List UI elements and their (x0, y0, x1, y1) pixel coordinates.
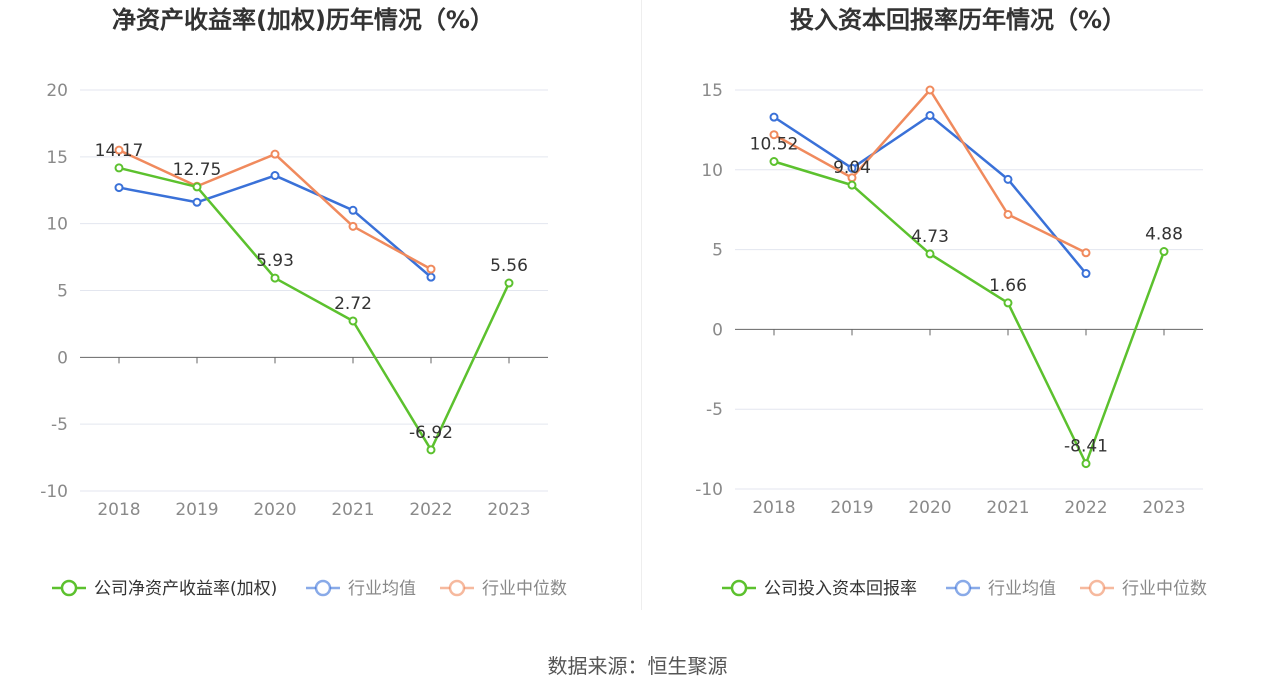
y-tick-label: 20 (46, 81, 68, 101)
data-point (504, 278, 514, 288)
x-tick-label: 2019 (175, 500, 218, 520)
legend-marker (1088, 579, 1106, 597)
data-point (1003, 209, 1013, 219)
data-point (114, 145, 124, 155)
data-point (114, 183, 124, 193)
chart-title: 净资产收益率(加权)历年情况（%） (112, 6, 494, 34)
data-label: 14.17 (95, 141, 144, 161)
roic-chart: 投入资本回报率历年情况（%） 15 10 5 0 -5 -10 2018 2019 2020 202… (695, 6, 1207, 599)
legend-marker (448, 579, 466, 597)
data-point (925, 85, 935, 95)
data-label: -6.92 (409, 423, 453, 443)
panel-divider (641, 0, 642, 610)
data-point (426, 272, 436, 282)
legend-marker (730, 579, 748, 597)
y-tick-label: 15 (46, 148, 68, 168)
data-point (270, 273, 280, 283)
x-tick-label: 2022 (409, 500, 452, 520)
legend-label: 公司净资产收益率(加权) (94, 579, 277, 599)
data-point (1003, 174, 1013, 184)
legend-marker (60, 579, 78, 597)
legend-label: 行业均值 (348, 579, 416, 599)
data-label: 2.72 (334, 294, 372, 314)
x-tick-label: 2019 (830, 498, 873, 518)
x-tick-label: 2023 (1142, 498, 1185, 518)
legend-item: 公司净资产收益率(加权) (52, 579, 277, 599)
x-tick-label: 2018 (97, 500, 140, 520)
y-tick-label: 0 (712, 320, 723, 340)
data-point (925, 249, 935, 259)
data-point (192, 197, 202, 207)
legend-label: 行业均值 (988, 579, 1056, 599)
legend-item: 行业均值 (946, 579, 1056, 599)
data-point (925, 111, 935, 121)
data-point (426, 264, 436, 274)
data-point (348, 205, 358, 215)
y-tick-label: 0 (57, 348, 68, 368)
data-label: 9.04 (833, 158, 871, 178)
y-tick-label: -10 (695, 480, 723, 500)
data-point (769, 130, 779, 140)
data-label: 12.75 (173, 160, 222, 180)
data-point (1081, 269, 1091, 279)
y-tick-label: 15 (701, 81, 723, 101)
x-tick-label: 2020 (253, 500, 296, 520)
x-tick-label: 2021 (331, 500, 374, 520)
series-line (773, 160, 1166, 465)
legend-label: 行业中位数 (1122, 579, 1207, 599)
data-point (192, 182, 202, 192)
data-label: 5.93 (256, 251, 294, 271)
data-label: 5.56 (490, 256, 528, 276)
x-tick-label: 2022 (1064, 498, 1107, 518)
data-point (1003, 298, 1013, 308)
data-point (1081, 459, 1091, 469)
y-tick-label: 5 (712, 241, 723, 261)
roe-chart: 净资产收益率(加权)历年情况（%） 20 15 10 5 0 -5 -10 2018 2019 20… (40, 6, 567, 599)
data-source-note: 数据来源：恒生聚源 (547, 654, 728, 678)
data-point (270, 149, 280, 159)
data-point (348, 221, 358, 231)
data-point (426, 445, 436, 455)
data-point (847, 163, 857, 173)
data-point (348, 316, 358, 326)
data-label: 4.88 (1145, 225, 1183, 245)
data-label: -8.41 (1064, 437, 1108, 457)
y-tick-label: -10 (40, 482, 68, 502)
legend-item: 行业中位数 (1080, 579, 1207, 599)
chart-title: 投入资本回报率历年情况（%） (790, 6, 1126, 34)
y-tick-label: -5 (51, 415, 68, 435)
legend-marker (954, 579, 972, 597)
legend-item: 行业均值 (306, 579, 416, 599)
y-tick-label: -5 (706, 400, 723, 420)
x-tick-label: 2018 (752, 498, 795, 518)
data-point (270, 171, 280, 181)
legend-label: 行业中位数 (482, 579, 567, 599)
data-point (114, 163, 124, 173)
data-point (769, 112, 779, 122)
y-tick-label: 10 (46, 215, 68, 235)
data-point (769, 157, 779, 167)
data-point (1081, 248, 1091, 258)
data-label: 1.66 (989, 276, 1027, 296)
x-tick-label: 2021 (986, 498, 1029, 518)
series-line (118, 166, 511, 452)
y-tick-label: 5 (57, 282, 68, 302)
data-point (847, 180, 857, 190)
x-tick-label: 2023 (487, 500, 530, 520)
x-tick-label: 2020 (908, 498, 951, 518)
legend-item: 行业中位数 (440, 579, 567, 599)
data-label: 10.52 (750, 135, 799, 155)
legend-item: 公司投入资本回报率 (722, 579, 917, 599)
legend-marker (314, 579, 332, 597)
data-label: 4.73 (911, 227, 949, 247)
y-tick-label: 10 (701, 161, 723, 181)
legend-label: 公司投入资本回报率 (764, 579, 917, 599)
data-point (1159, 247, 1169, 257)
